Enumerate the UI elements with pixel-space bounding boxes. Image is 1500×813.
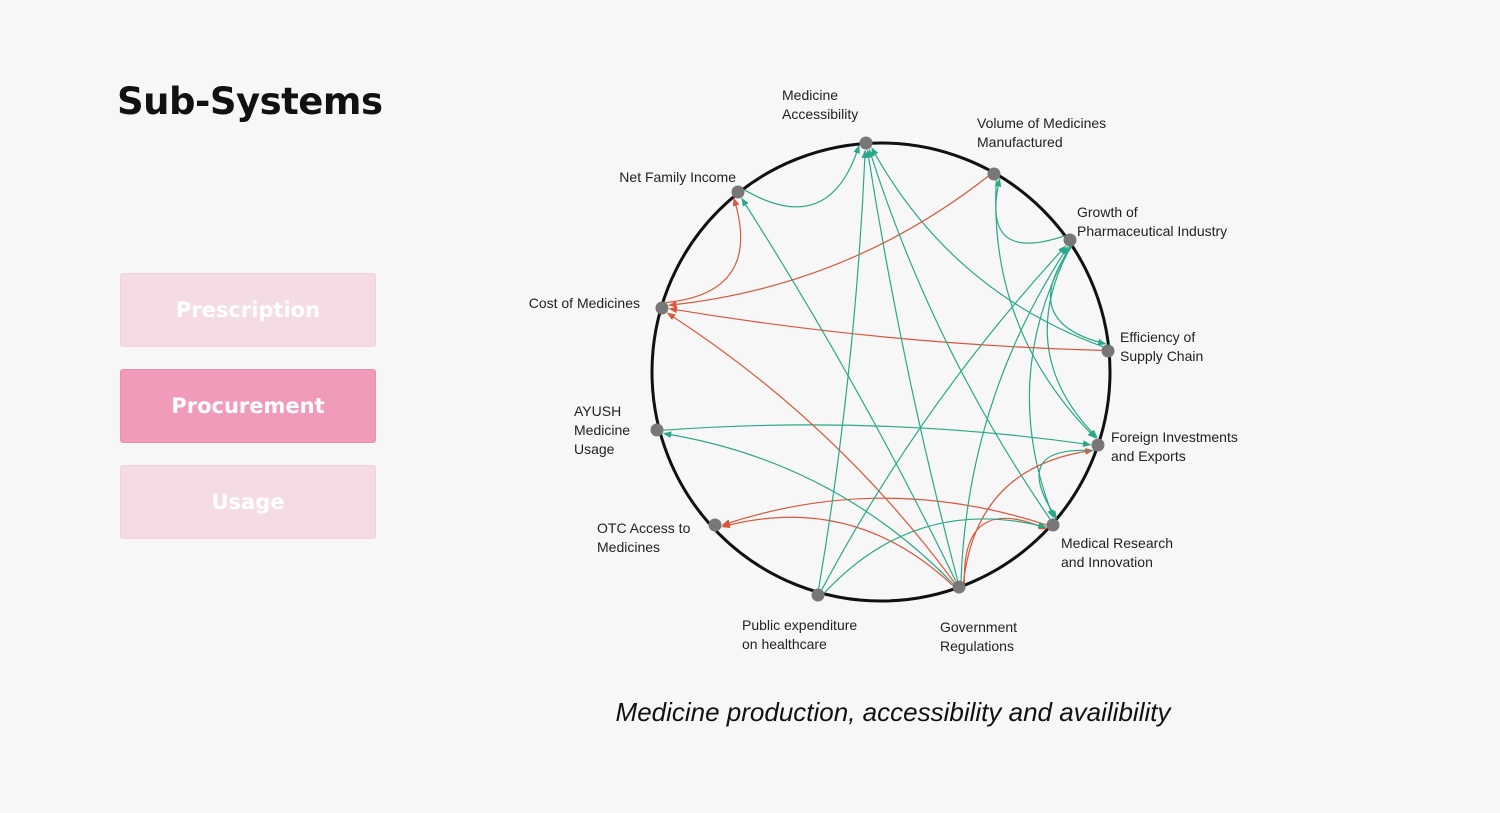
node-label-line: Accessibility [782, 106, 858, 122]
node-label-line: Net Family Income [619, 169, 736, 185]
link-gr-to-ayu [662, 431, 954, 585]
link-mri-to-ma [868, 148, 1051, 520]
node-label-line: Cost of Medicines [529, 295, 640, 311]
system-boundary-circle [650, 141, 1112, 603]
node-label-line: Medical Research [1061, 535, 1173, 551]
link-gpi-to-vmm [994, 178, 1066, 244]
node-otc [708, 518, 722, 532]
procurement-button[interactable]: Procurement [120, 369, 376, 443]
node-label-line: Medicine [782, 87, 838, 103]
node-label-line: Pharmaceutical Industry [1077, 223, 1227, 239]
page-title: Sub-Systems [117, 80, 383, 123]
link-esc-to-ma [871, 147, 1104, 348]
link-gr-to-gpi [960, 246, 1069, 581]
node-label-ayu: AYUSH Medicine Usage [574, 403, 630, 457]
node-nfi [731, 185, 745, 199]
node-label-line: on healthcare [742, 636, 827, 652]
link-gr-to-mri [963, 517, 1048, 584]
link-gr-to-ma [865, 149, 959, 581]
diagram-caption: Medicine production, accessibility and a… [615, 697, 1171, 727]
link-fie-to-mri [1038, 449, 1095, 520]
link-gr-to-com [666, 312, 955, 583]
node-label-line: Growth of [1077, 204, 1138, 220]
link-vmm-to-fie [995, 180, 1096, 439]
node-mri [1046, 518, 1060, 532]
node-esc [1101, 344, 1115, 358]
node-fie [1091, 438, 1105, 452]
links-layer [662, 144, 1107, 594]
link-vmm-to-com [668, 175, 989, 308]
node-gpi [1063, 233, 1077, 247]
node-label-line: Medicines [597, 539, 660, 555]
node-label-line: OTC Access to [597, 520, 691, 536]
link-gpi-to-mri [1028, 246, 1071, 519]
node-label-line: Foreign Investments [1111, 429, 1238, 445]
node-label-line: Efficiency of [1120, 329, 1195, 345]
node-ma [859, 136, 873, 150]
link-gpi-to-fie [1046, 246, 1098, 439]
prescription-button[interactable]: Prescription [120, 273, 376, 347]
nodes-layer [650, 136, 1115, 602]
node-label-fie: Foreign Investments and Exports [1111, 429, 1238, 464]
labels-layer: Medicine Accessibility Volume of Medicines… [529, 87, 1238, 654]
link-nfi-to-ma [743, 144, 860, 208]
node-label-line: Usage [574, 441, 615, 457]
node-label-nfi: Net Family Income [619, 169, 736, 185]
node-label-line: Regulations [940, 638, 1014, 654]
node-ayu [650, 423, 664, 437]
node-peh [811, 588, 825, 602]
node-label-esc: Efficiency of Supply Chain [1120, 329, 1203, 364]
link-ayu-to-fie [663, 424, 1092, 447]
link-mri-to-otc [721, 497, 1047, 526]
node-com [655, 301, 669, 315]
node-label-gr: Government Regulations [940, 619, 1017, 654]
node-label-line: and Exports [1111, 448, 1186, 464]
node-label-mri: Medical Research and Innovation [1061, 535, 1173, 570]
node-label-line: Volume of Medicines [977, 115, 1106, 131]
link-peh-to-gpi [821, 245, 1067, 590]
usage-button[interactable]: Usage [120, 465, 376, 539]
link-gr-to-nfi [741, 197, 957, 582]
node-gr [952, 580, 966, 594]
link-com-to-nfi [665, 197, 742, 304]
node-label-ma: Medicine Accessibility [782, 87, 858, 122]
link-gr-to-fie [962, 448, 1094, 583]
node-label-vmm: Volume of Medicines Manufactured [977, 115, 1106, 150]
node-label-otc: OTC Access to Medicines [597, 520, 691, 555]
subsystem-nav: Prescription Procurement Usage [120, 273, 376, 561]
node-label-line: and Innovation [1061, 554, 1153, 570]
node-label-gpi: Growth of Pharmaceutical Industry [1077, 204, 1227, 239]
link-peh-to-ma [818, 149, 869, 589]
node-vmm [987, 167, 1001, 181]
node-label-line: Government [940, 619, 1017, 635]
node-label-line: Medicine [574, 422, 630, 438]
link-peh-to-mri [823, 518, 1047, 594]
node-label-line: Supply Chain [1120, 348, 1203, 364]
link-gr-to-otc [721, 516, 954, 586]
node-label-peh: Public expenditure on healthcare [742, 617, 857, 652]
link-esc-to-com [668, 306, 1102, 351]
node-label-line: Manufactured [977, 134, 1063, 150]
node-label-com: Cost of Medicines [529, 295, 640, 311]
node-label-line: Public expenditure [742, 617, 857, 633]
node-label-line: AYUSH [574, 403, 621, 419]
